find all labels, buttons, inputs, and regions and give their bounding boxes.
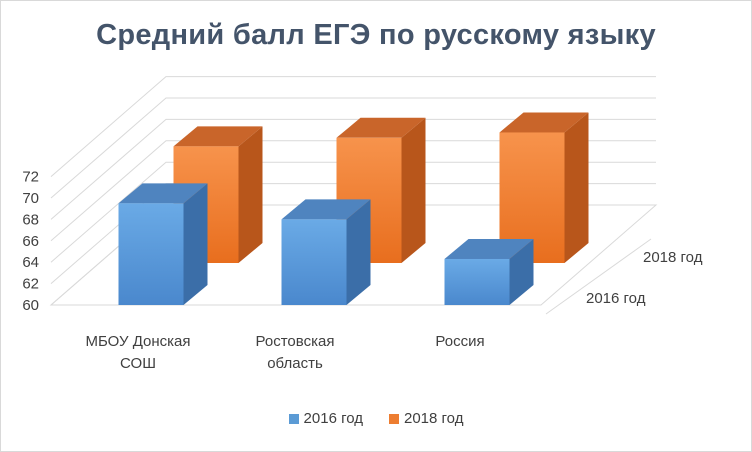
legend-label-2018: 2018 год — [404, 410, 464, 427]
y-tick-label: 68 — [22, 211, 39, 228]
legend-item-2016: 2016 год — [288, 410, 363, 427]
bars — [118, 112, 589, 305]
depth-tick-label: 2018 год — [643, 249, 703, 266]
bar-2016 — [444, 238, 534, 305]
depth-axis: 2016 год 2018 год — [545, 238, 703, 315]
chart-title: Средний балл ЕГЭ по русскому языку — [96, 19, 656, 51]
x-tick-label: Ростовская — [256, 333, 335, 350]
legend-swatch-2018 — [389, 413, 399, 424]
legend-swatch-2016 — [288, 413, 299, 424]
y-axis: 60 62 64 66 68 70 72 — [22, 169, 39, 314]
legend-item-2018: 2018 год — [389, 410, 463, 427]
x-axis: МБОУ Донская СОШ Ростовская область Россия — [85, 333, 484, 372]
gridline — [50, 118, 656, 220]
bar-2016 — [118, 183, 208, 305]
legend: 2016 год 2018 год — [1, 410, 751, 427]
x-tick-label: МБОУ Донская — [85, 333, 190, 350]
depth-tick-label: 2016 год — [586, 290, 646, 307]
y-tick-label: 72 — [22, 169, 39, 186]
depth-axis-line — [545, 238, 652, 315]
x-tick-label: область — [267, 355, 323, 372]
x-tick-label: СОШ — [120, 355, 156, 372]
y-tick-label: 66 — [22, 233, 39, 250]
y-tick-label: 64 — [22, 254, 39, 271]
gridline — [50, 140, 656, 242]
bar-2016 — [281, 199, 371, 305]
y-tick-label: 60 — [22, 297, 39, 314]
gridline — [50, 161, 656, 263]
y-tick-label: 70 — [22, 190, 39, 207]
gridline — [50, 97, 656, 199]
x-tick-label: Россия — [435, 333, 484, 350]
legend-label-2016: 2016 год — [303, 410, 363, 427]
gridline — [50, 76, 656, 177]
y-tick-label: 62 — [22, 276, 39, 293]
